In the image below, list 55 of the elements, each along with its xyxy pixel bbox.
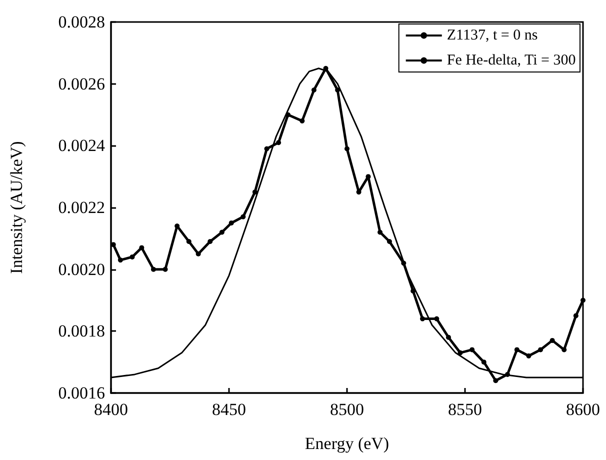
point <box>573 313 578 318</box>
x-axis-title: Energy (eV) <box>304 434 390 453</box>
point <box>186 239 192 244</box>
point <box>434 316 440 322</box>
point <box>420 316 426 322</box>
x-tick-label: 8450 <box>212 400 246 419</box>
point <box>446 334 451 340</box>
point <box>344 146 350 152</box>
x-tick-label: 8600 <box>566 400 600 419</box>
point <box>240 214 246 220</box>
point <box>130 254 135 260</box>
point <box>228 220 234 226</box>
point <box>481 360 486 365</box>
point <box>386 239 392 244</box>
point <box>356 190 362 195</box>
y-tick-label: 0.0022 <box>58 198 105 217</box>
point <box>514 347 520 352</box>
point <box>378 230 383 235</box>
point <box>264 146 270 152</box>
x-tick-label: 8500 <box>330 400 364 419</box>
y-tick-label: 0.0024 <box>58 136 106 156</box>
point <box>335 88 340 93</box>
legend-label: Z1137, t = 0 ns <box>446 28 538 44</box>
point <box>504 372 510 377</box>
y-tick-label: 0.0026 <box>58 74 105 94</box>
point <box>196 251 201 256</box>
x-tick-label: 8550 <box>448 400 482 419</box>
y-tick-label: 0.0028 <box>58 12 105 32</box>
point <box>580 298 586 303</box>
y-tick-label: 0.0020 <box>58 260 105 279</box>
y-tick-label: 0.0016 <box>58 384 105 402</box>
point <box>538 347 544 352</box>
point <box>150 266 156 272</box>
x-tick-label: 8400 <box>94 400 128 419</box>
point <box>276 140 282 146</box>
point <box>401 260 406 266</box>
point <box>526 353 532 358</box>
point <box>219 230 224 235</box>
point <box>286 112 290 118</box>
y-tick-label: 0.0018 <box>58 322 105 341</box>
legend-label: Fe He-delta, Ti = 300 <box>446 52 576 68</box>
point <box>208 239 213 244</box>
point <box>410 288 416 294</box>
point <box>458 350 463 356</box>
point <box>118 258 123 263</box>
point <box>562 347 567 352</box>
point <box>470 347 475 352</box>
point <box>300 118 305 124</box>
point <box>311 88 316 93</box>
point <box>139 245 144 250</box>
y-axis-title: Intensity (AU/keV) <box>7 141 26 274</box>
point <box>162 266 168 272</box>
point <box>550 338 555 343</box>
point <box>493 378 498 384</box>
point <box>252 190 258 195</box>
